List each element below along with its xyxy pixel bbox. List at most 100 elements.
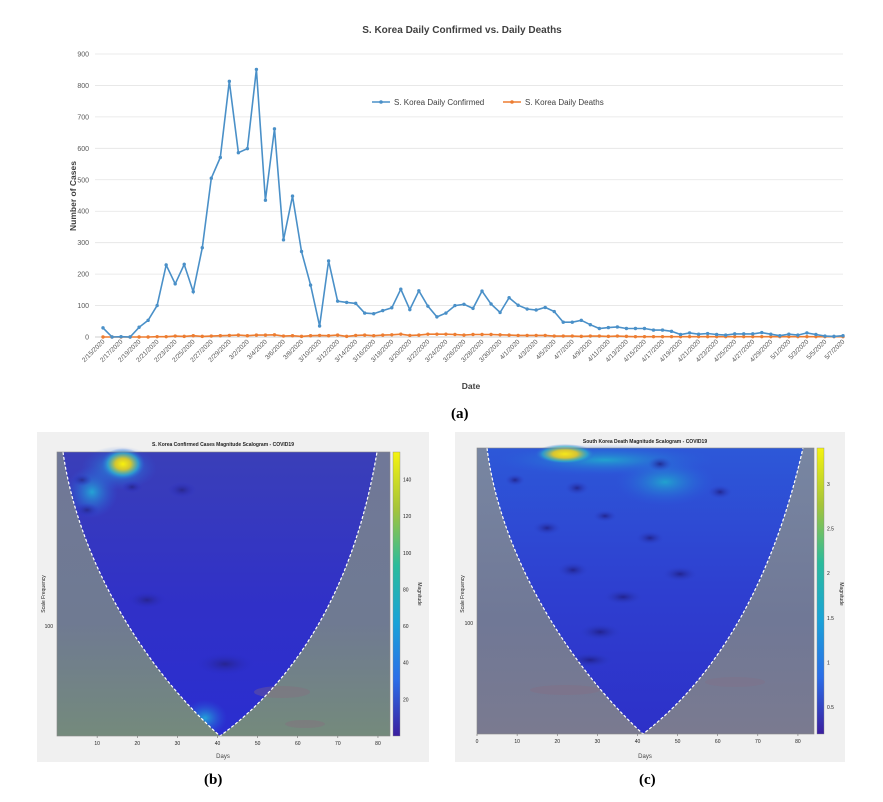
data-point	[299, 249, 304, 254]
series-line	[102, 69, 844, 338]
scalogram-c-title: South Korea Death Magnitude Scalogram - …	[583, 439, 707, 445]
colorbar-b	[392, 451, 401, 737]
data-point	[236, 333, 241, 337]
x-tick-label: 80	[375, 741, 381, 747]
data-point	[561, 320, 565, 324]
data-point	[733, 334, 737, 339]
x-tick-label: 70	[335, 741, 341, 747]
data-point	[399, 287, 403, 291]
panel-label-a: (a)	[451, 406, 469, 422]
gridlines	[95, 53, 843, 338]
colorbar-tick-label: 0.5	[827, 705, 834, 711]
data-point	[182, 334, 186, 339]
data-point	[642, 334, 647, 339]
data-point	[480, 289, 484, 293]
data-point	[335, 299, 340, 303]
x-tick-label: 50	[675, 739, 681, 745]
y-tick-label: 0	[85, 335, 89, 342]
data-point	[633, 334, 638, 339]
data-point	[742, 332, 746, 336]
data-point	[579, 318, 583, 323]
scalogram-confirmed-panel: S. Korea Confirmed Cases Magnitude Scalo…	[37, 432, 429, 762]
data-point	[742, 334, 746, 339]
data-point	[101, 335, 105, 339]
y-tick-label: 400	[77, 209, 89, 216]
legend: S. Korea Daily Confirmed S. Korea Daily D…	[372, 98, 604, 107]
colorbar-tick-label: 20	[403, 697, 409, 703]
data-point	[588, 334, 593, 338]
x-tick-label: 20	[134, 741, 140, 747]
data-point	[353, 333, 358, 338]
data-point	[119, 334, 123, 339]
data-point	[489, 332, 493, 337]
data-point	[245, 334, 250, 338]
x-tick-label: 10	[94, 741, 100, 747]
data-point	[841, 334, 845, 338]
data-point	[723, 333, 728, 337]
data-point	[209, 176, 213, 180]
data-point	[769, 334, 773, 339]
data-point	[353, 301, 358, 306]
data-point	[344, 300, 349, 305]
data-point	[308, 334, 313, 338]
scalogram-deaths-panel: South Korea Death Magnitude Scalogram - …	[455, 432, 845, 762]
data-point	[146, 335, 150, 339]
data-point	[624, 334, 629, 339]
data-point	[624, 326, 629, 331]
data-point	[814, 332, 818, 337]
data-point	[462, 333, 466, 337]
x-tick-label: 5/7/2020	[824, 338, 847, 361]
data-point	[534, 333, 538, 338]
data-point	[326, 259, 331, 263]
data-point	[381, 333, 385, 337]
data-point	[254, 333, 259, 337]
data-point	[227, 333, 232, 338]
data-point	[507, 333, 511, 337]
x-axis-ticks: 2/15/20202/17/20202/19/20202/21/20202/23…	[81, 338, 847, 364]
data-point	[101, 326, 105, 330]
cone-of-influence-right	[220, 452, 390, 736]
data-point	[751, 334, 755, 339]
data-point	[525, 333, 529, 338]
chart-title: S. Korea Daily Confirmed vs. Daily Death…	[362, 25, 562, 36]
data-point	[480, 332, 484, 337]
data-point	[335, 333, 340, 337]
data-point	[308, 283, 313, 287]
scalogram-c-y-tick: 100	[465, 621, 474, 627]
data-point	[417, 289, 421, 293]
colorbar-tick-label: 1	[827, 661, 830, 667]
data-point	[200, 245, 204, 250]
data-point	[714, 332, 719, 337]
data-point	[272, 333, 277, 337]
data-point	[372, 312, 376, 316]
colorbar-tick-label: 60	[403, 624, 409, 630]
x-tick-label: 60	[715, 739, 721, 745]
y-tick-label: 200	[77, 272, 89, 279]
colorbar-tick-label: 2.5	[827, 526, 834, 532]
y-axis-ticks: 0 100 200 300 400 500 600 700 800 900	[77, 52, 89, 342]
data-point	[381, 308, 385, 313]
data-point	[263, 333, 268, 337]
data-point	[263, 198, 268, 202]
data-point	[317, 333, 322, 338]
data-point	[823, 334, 827, 338]
data-point	[543, 305, 547, 310]
data-point	[687, 331, 692, 335]
x-tick-label: 40	[215, 741, 221, 747]
data-point	[155, 303, 159, 308]
data-point	[678, 332, 683, 337]
data-point	[182, 262, 186, 267]
colorbar-tick-label: 2	[827, 571, 830, 577]
data-point	[805, 334, 809, 339]
data-point	[669, 334, 674, 339]
data-point	[254, 67, 259, 72]
data-point	[498, 310, 502, 315]
data-point	[615, 325, 620, 329]
data-point	[408, 333, 412, 338]
data-point	[543, 333, 547, 338]
legend-marker	[379, 100, 383, 104]
data-point	[110, 335, 114, 339]
data-point	[281, 334, 286, 338]
x-axis-label: Date	[462, 381, 481, 391]
data-point	[570, 334, 574, 338]
